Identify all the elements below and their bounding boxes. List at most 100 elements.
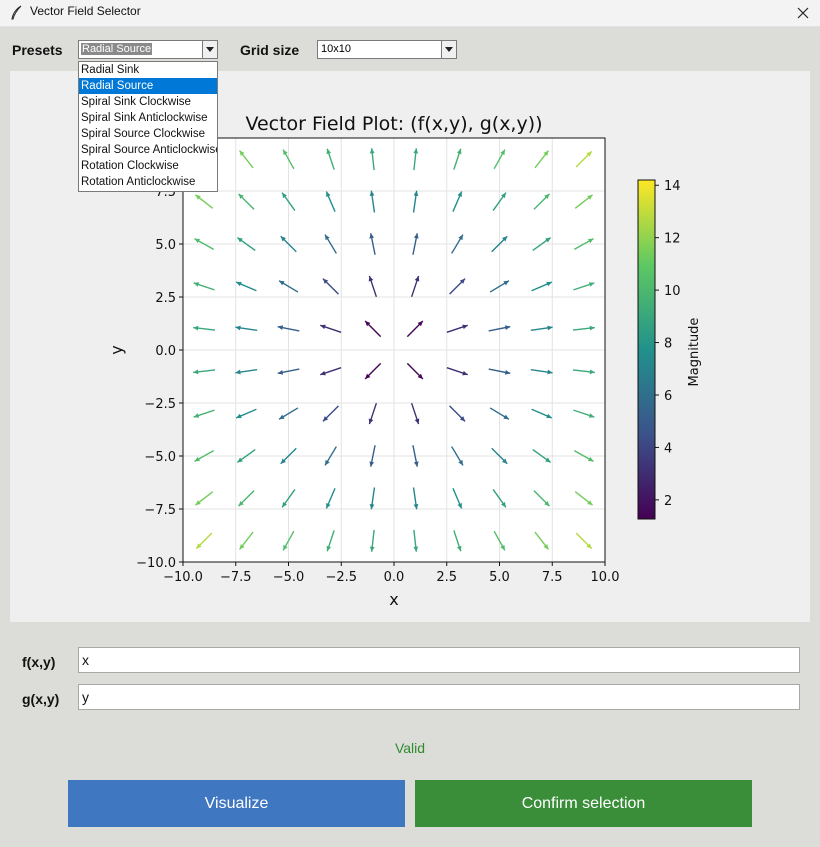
- y-tick-label: −2.5: [144, 397, 176, 412]
- dropdown-option[interactable]: Rotation Anticlockwise: [81, 176, 196, 188]
- plot-area: Vector Field Plot: (f(x,y), g(x,y)) −10.…: [10, 71, 810, 622]
- colorbar-tick-label: 10: [664, 284, 681, 299]
- vector-arrow: [406, 362, 424, 380]
- close-icon: [797, 7, 809, 19]
- vector-arrow: [412, 233, 419, 255]
- vector-arrow: [368, 402, 378, 425]
- vector-arrow: [488, 325, 511, 332]
- vector-arrow: [238, 193, 255, 210]
- vector-arrow: [193, 325, 216, 331]
- vector-arrow: [369, 233, 376, 255]
- vector-arrow: [532, 237, 552, 251]
- dropdown-option[interactable]: Rotation Clockwise: [81, 160, 179, 172]
- grid-size-select[interactable]: 10x10: [317, 40, 457, 59]
- vector-arrow: [449, 405, 466, 422]
- feather-icon: [11, 5, 22, 20]
- vector-arrow: [452, 191, 463, 212]
- vector-arrow: [320, 367, 342, 376]
- vector-arrow: [492, 489, 507, 508]
- vector-arrow: [449, 278, 466, 295]
- vector-arrow: [532, 449, 552, 463]
- vector-arrow: [325, 488, 336, 509]
- dropdown-option[interactable]: Radial Sink: [81, 64, 140, 76]
- presets-select[interactable]: Radial Source: [78, 40, 218, 59]
- vector-arrow: [193, 409, 215, 418]
- g-input[interactable]: y: [78, 684, 800, 710]
- vector-arrow: [451, 234, 464, 254]
- vector-arrow: [236, 449, 256, 463]
- f-label: f(x,y): [22, 654, 56, 670]
- vector-arrow: [278, 280, 299, 293]
- colorbar-tick-label: 4: [664, 441, 672, 456]
- vector-field-chart: Vector Field Plot: (f(x,y), g(x,y)) −10.…: [107, 113, 702, 609]
- vector-arrow: [322, 278, 339, 295]
- vector-arrow: [451, 446, 464, 466]
- y-tick-label: 5.0: [155, 238, 176, 253]
- vector-arrow: [194, 238, 215, 250]
- vector-arrow: [324, 234, 337, 254]
- vector-arrow: [493, 149, 506, 170]
- vector-arrow: [193, 282, 215, 291]
- dropdown-option[interactable]: Spiral Source Anticlockwise: [81, 144, 218, 156]
- x-tick-label: 5.0: [489, 570, 510, 585]
- colorbar-tick-label: 14: [664, 179, 681, 194]
- chevron-down-icon[interactable]: [202, 41, 217, 58]
- vector-arrow: [531, 408, 553, 419]
- vector-arrow: [446, 367, 468, 376]
- visualize-button[interactable]: Visualize: [68, 780, 405, 827]
- vector-arrow: [320, 324, 342, 333]
- vector-arrow: [364, 362, 382, 380]
- vector-arrow: [413, 148, 419, 171]
- vector-arrow: [406, 320, 424, 338]
- vector-arrow: [491, 235, 508, 253]
- x-tick-label: 10.0: [591, 570, 620, 585]
- grid-size-label: Grid size: [240, 42, 300, 58]
- vector-arrow: [194, 194, 214, 209]
- vector-arrow: [534, 531, 550, 550]
- chevron-down-icon[interactable]: [441, 41, 456, 58]
- y-tick-label: 2.5: [155, 291, 176, 306]
- vector-arrow: [364, 320, 382, 338]
- dropdown-option[interactable]: Spiral Sink Clockwise: [81, 96, 191, 108]
- vector-arrow: [446, 324, 468, 333]
- y-tick-label: −7.5: [144, 503, 176, 518]
- colorbar: [637, 179, 656, 520]
- f-input[interactable]: x: [78, 647, 800, 673]
- vector-arrow: [413, 529, 419, 552]
- presets-label: Presets: [12, 42, 63, 58]
- vector-arrow: [368, 275, 378, 298]
- vector-arrow: [193, 369, 216, 375]
- vector-arrow: [574, 491, 594, 506]
- x-tick-label: −10.0: [163, 570, 203, 585]
- vector-arrow: [574, 194, 594, 209]
- vector-arrow: [530, 325, 553, 332]
- dropdown-option[interactable]: Radial Source: [79, 78, 217, 94]
- vector-arrow: [488, 368, 511, 375]
- presets-dropdown-list[interactable]: Radial Sink Radial Source Spiral Sink Cloc…: [78, 61, 218, 192]
- vector-arrow: [573, 282, 595, 291]
- vector-arrow: [277, 325, 300, 332]
- vector-arrow: [238, 150, 254, 169]
- vector-arrow: [325, 191, 336, 212]
- vector-arrow: [282, 149, 295, 170]
- vector-arrow: [194, 491, 214, 506]
- vector-arrow: [534, 150, 550, 169]
- vector-arrow: [326, 530, 335, 552]
- window-title: Vector Field Selector: [30, 4, 141, 18]
- vector-arrow: [282, 530, 295, 551]
- colorbar-tick-label: 2: [664, 494, 672, 509]
- vector-arrow: [573, 409, 595, 418]
- vector-arrow: [531, 281, 553, 292]
- chart-title: Vector Field Plot: (f(x,y), g(x,y)): [245, 113, 542, 135]
- dropdown-option[interactable]: Spiral Source Clockwise: [81, 128, 205, 140]
- y-tick-label: 0.0: [155, 344, 176, 359]
- confirm-selection-button[interactable]: Confirm selection: [415, 780, 752, 827]
- colorbar-tick-label: 6: [664, 389, 672, 404]
- vector-arrow: [489, 280, 510, 293]
- vector-arrow: [453, 530, 462, 552]
- vector-arrow: [489, 407, 510, 420]
- close-button[interactable]: [786, 0, 820, 26]
- vector-arrow: [235, 368, 258, 375]
- vector-arrow: [533, 490, 550, 507]
- dropdown-option[interactable]: Spiral Sink Anticlockwise: [81, 112, 208, 124]
